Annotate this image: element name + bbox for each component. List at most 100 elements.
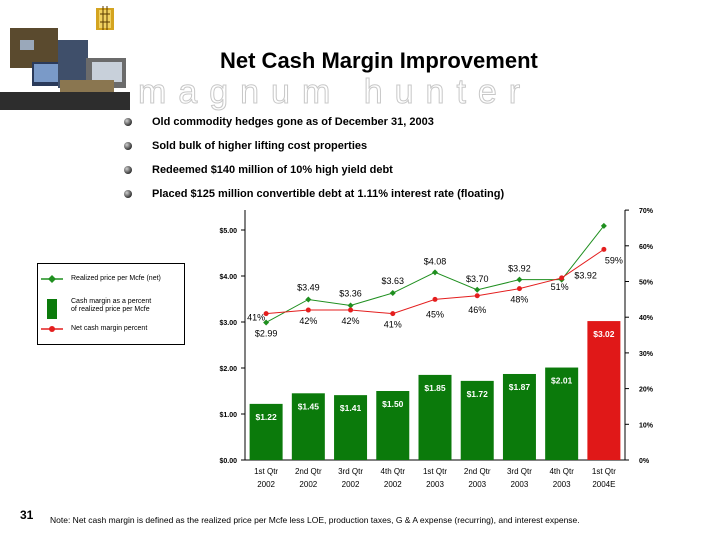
- bar: [545, 367, 579, 460]
- x-tick-label: 2002: [342, 480, 360, 489]
- bar-value-label: $1.45: [298, 401, 320, 411]
- bar: [460, 380, 494, 460]
- realized-price-label: $3.70: [466, 274, 489, 284]
- realized-price-line: [265, 225, 605, 323]
- legend-label-realized: Realized price per Mcfe (net): [71, 275, 161, 282]
- bullet-icon: [124, 142, 132, 150]
- x-tick-label: 1st Qtr: [592, 467, 616, 476]
- realized-price-point: [305, 296, 312, 303]
- net-margin-label: 42%: [299, 316, 317, 326]
- x-tick-label: 2003: [426, 480, 444, 489]
- realized-price-label: $4.08: [424, 256, 447, 266]
- bar-value-label: $1.72: [467, 389, 489, 399]
- x-tick-label: 2nd Qtr: [295, 467, 322, 476]
- bar: [502, 373, 536, 460]
- legend-item-realized: Realized price per Mcfe (net): [38, 270, 184, 288]
- x-tick-label: 2003: [511, 480, 529, 489]
- legend-item-net-margin: Net cash margin percent: [38, 320, 184, 338]
- bullet-item: Redeemed $140 million of 10% high yield …: [124, 158, 504, 182]
- x-tick-label: 3rd Qtr: [338, 467, 363, 476]
- bullet-list: Old commodity hedges gone as of December…: [124, 110, 504, 206]
- net-margin-point: [390, 311, 396, 317]
- right-tick-label: 70%: [639, 208, 654, 215]
- right-tick-label: 0%: [639, 458, 650, 465]
- brand-watermark: magnum hunter: [137, 73, 533, 112]
- bar-value-label: $3.02: [593, 329, 615, 339]
- net-margin-point: [348, 307, 354, 313]
- page-number: 31: [20, 508, 34, 522]
- bullet-item: Old commodity hedges gone as of December…: [124, 110, 504, 134]
- legend-swatch-cash-margin: [41, 299, 63, 319]
- legend-label-cash-margin: Cash margin as a percent of realized pric…: [71, 298, 152, 313]
- right-tick-label: 40%: [639, 315, 654, 322]
- bar-value-label: $1.22: [255, 412, 277, 422]
- bar: [587, 321, 621, 460]
- realized-price-point: [558, 276, 565, 283]
- right-tick-label: 60%: [639, 244, 654, 251]
- net-margin-label: 45%: [426, 309, 444, 319]
- right-tick-label: 20%: [639, 387, 654, 394]
- company-logo: [0, 0, 150, 115]
- realized-price-point: [474, 286, 481, 293]
- x-tick-label: 4th Qtr: [381, 467, 406, 476]
- net-margin-point: [474, 293, 480, 299]
- realized-price-point: [389, 290, 396, 297]
- realized-price-label: $2.99: [255, 328, 278, 338]
- bar: [334, 395, 368, 460]
- net-margin-label: 41%: [247, 313, 265, 323]
- left-tick-label: $2.00: [219, 366, 237, 373]
- net-margin-point: [432, 296, 438, 302]
- realized-price-point: [263, 319, 270, 326]
- realized-price-label: $3.49: [297, 282, 320, 292]
- net-margin-label: 48%: [510, 295, 528, 305]
- bullet-item: Placed $125 million convertible debt at …: [124, 182, 504, 206]
- bullet-text: Old commodity hedges gone as of December…: [152, 116, 434, 128]
- left-tick-label: $0.00: [219, 458, 237, 465]
- footnote: Note: Net cash margin is defined as the …: [50, 515, 580, 525]
- net-margin-label: 42%: [342, 316, 360, 326]
- bar-value-label: $2.01: [551, 376, 573, 386]
- realized-price-point: [347, 302, 354, 309]
- legend-item-cash-margin: Cash margin as a percent of realized pric…: [38, 294, 184, 319]
- x-tick-label: 1st Qtr: [423, 467, 447, 476]
- x-tick-label: 3rd Qtr: [507, 467, 532, 476]
- right-tick-label: 10%: [639, 422, 654, 429]
- left-tick-label: $4.00: [219, 274, 237, 281]
- bar: [376, 391, 410, 460]
- net-margin-point: [305, 307, 311, 313]
- bar-value-label: $1.85: [424, 383, 446, 393]
- legend-label-net-margin: Net cash margin percent: [71, 325, 148, 332]
- left-tick-label: $3.00: [219, 320, 237, 327]
- net-margin-point: [559, 275, 565, 281]
- bullet-item: Sold bulk of higher lifting cost propert…: [124, 134, 504, 158]
- legend-swatch-realized: [41, 272, 63, 286]
- bullet-text: Redeemed $140 million of 10% high yield …: [152, 164, 393, 176]
- left-tick-label: $1.00: [219, 412, 237, 419]
- realized-price-point: [600, 222, 607, 229]
- net-margin-label: 41%: [384, 320, 402, 330]
- net-margin-label: 51%: [551, 282, 569, 292]
- bar: [291, 393, 325, 460]
- realized-price-point: [432, 269, 438, 276]
- x-tick-label: 2002: [299, 480, 317, 489]
- right-tick-label: 30%: [639, 351, 654, 358]
- realized-price-label: $5.09: [577, 212, 600, 222]
- x-tick-label: 2003: [553, 480, 571, 489]
- bullet-icon: [124, 166, 132, 174]
- realized-price-label: $3.63: [382, 276, 405, 286]
- realized-price-label: $3.36: [339, 288, 362, 298]
- bar: [418, 374, 452, 460]
- x-tick-label: 2002: [384, 480, 402, 489]
- net-margin-point: [516, 286, 522, 292]
- bar-value-label: $1.41: [340, 403, 362, 413]
- x-tick-label: 4th Qtr: [549, 467, 574, 476]
- x-tick-label: 2nd Qtr: [464, 467, 491, 476]
- x-tick-label: 2004E: [592, 480, 615, 489]
- net-margin-point: [263, 311, 269, 317]
- realized-price-label: $3.92: [574, 271, 597, 281]
- legend-swatch-net-margin: [41, 322, 63, 336]
- net-margin-label: 59%: [605, 255, 623, 265]
- bar: [249, 403, 283, 460]
- chart-legend: Realized price per Mcfe (net) Cash margi…: [37, 263, 185, 345]
- bullet-text: Sold bulk of higher lifting cost propert…: [152, 140, 368, 152]
